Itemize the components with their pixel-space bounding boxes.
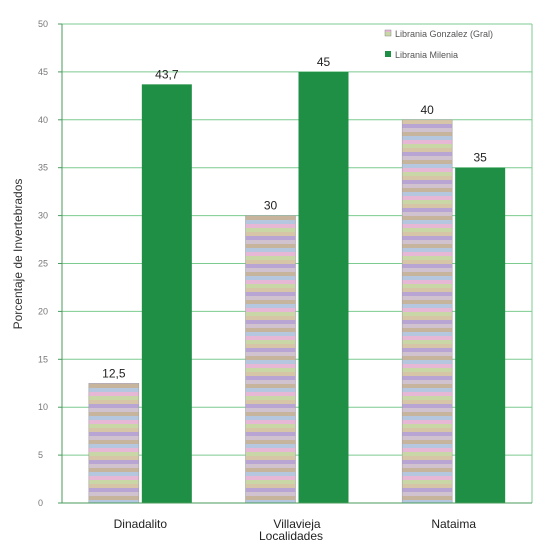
legend-label-series-1: Librania Gonzalez (Gral)	[395, 29, 493, 39]
y-tick-label: 15	[38, 354, 48, 364]
bars: 12,5 43,7 30 45 40 35	[88, 55, 506, 504]
x-category-label: Nataima	[431, 517, 476, 531]
data-label: 12,5	[102, 366, 126, 380]
data-label: 40	[420, 103, 434, 117]
bar-1-nataima	[401, 119, 453, 504]
bar-1-villavieja	[245, 215, 296, 504]
data-label: 43,7	[155, 67, 179, 81]
legend: Librania Gonzalez (Gral) Librania Mileni…	[384, 29, 493, 60]
x-axis-label: Localidades	[259, 529, 323, 543]
y-tick-label: 5	[38, 450, 43, 460]
y-tick-label: 45	[38, 67, 48, 77]
grid-lines	[62, 23, 532, 504]
x-category-label: Dinadalito	[114, 517, 168, 531]
data-label: 35	[473, 151, 487, 165]
y-tick-label: 20	[38, 306, 48, 316]
bar-2-nataima	[455, 167, 506, 503]
y-tick-label: 40	[38, 115, 48, 125]
legend-label-series-2: Librania Milenia	[395, 50, 458, 60]
y-tick-label: 50	[38, 19, 48, 29]
y-tick-label: 30	[38, 211, 48, 221]
legend-swatch-series-1	[384, 29, 392, 37]
bar-2-villavieja	[298, 71, 349, 504]
y-tick-label: 0	[38, 498, 43, 508]
x-category-label: Villavieja	[273, 517, 320, 531]
y-tick-label: 25	[38, 259, 48, 269]
axes: 0 5 10 15 20 25 30 35 40 45 50 Dinadalito Villavieja…	[38, 19, 533, 531]
bar-2-dinadalito	[141, 84, 192, 503]
y-axis-label: Porcentaje de Invertebrados	[11, 179, 25, 330]
y-tick-label: 10	[38, 402, 48, 412]
data-label: 45	[317, 55, 331, 69]
data-label: 30	[264, 199, 278, 213]
legend-swatch-series-2	[385, 51, 391, 57]
bar-1-dinadalito	[88, 383, 140, 504]
y-tick-label: 35	[38, 163, 48, 173]
